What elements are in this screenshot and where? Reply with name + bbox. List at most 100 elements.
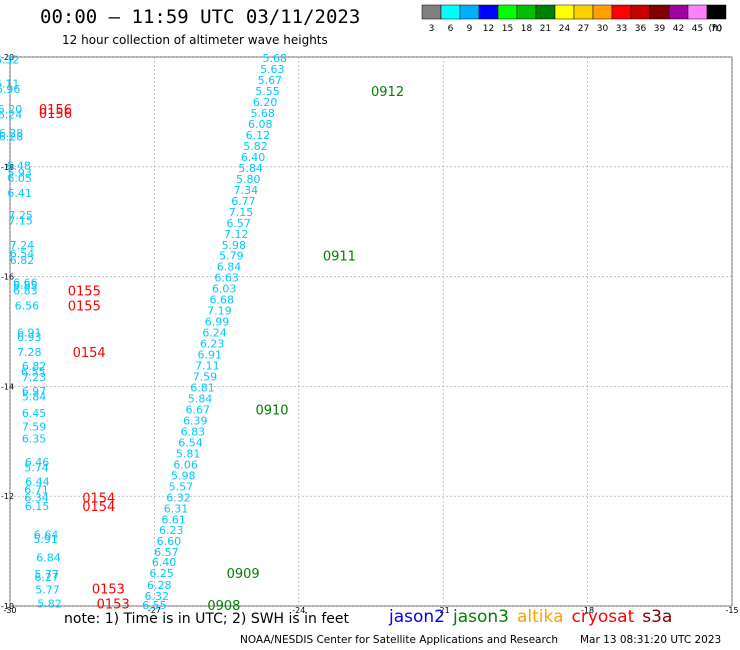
data-point-cryosat: 7.15 <box>8 215 33 228</box>
y-tick-label: -12 <box>1 492 14 501</box>
colorbar-swatch <box>535 4 556 20</box>
chart-grid <box>9 56 733 607</box>
data-point-jason3: 6.99 <box>205 316 230 329</box>
data-point-jason3: 6.12 <box>246 129 271 142</box>
data-point-jason3: 6.81 <box>190 381 215 394</box>
data-point-jason3: 6.57 <box>154 546 179 559</box>
colorbar-swatch <box>706 4 727 20</box>
data-point-jason3: 6.67 <box>185 403 210 416</box>
page-subtitle: 12 hour collection of altimeter wave hei… <box>62 33 328 47</box>
colorbar-label: 18 <box>521 24 533 34</box>
data-point-cryosat: 6.97 <box>22 385 47 398</box>
data-point-cryosat: 5.74 <box>24 462 49 475</box>
data-point-cryosat: 6.93 <box>17 331 42 344</box>
plot-frame <box>9 56 733 607</box>
colorbar-label: 70 <box>711 24 723 34</box>
colorbar-swatch <box>497 4 518 20</box>
pass-label-cryosat: 0154 <box>82 500 115 515</box>
colorbar-label: 6 <box>448 24 454 34</box>
colorbar-legend: 3 6 9 12 15 18 21 24 27 30 33 36 39 42 45 70(ft) <box>421 4 727 34</box>
data-points: 5.825.776.275.776.845.916.646.156.346.71… <box>0 52 287 612</box>
data-point-jason3: 6.84 <box>217 261 242 274</box>
data-point-cryosat: 6.84 <box>36 552 61 565</box>
data-point-jason3: 7.15 <box>229 206 254 219</box>
data-point-cryosat: 6.24 <box>0 109 22 122</box>
colorbar-swatch <box>649 4 670 20</box>
data-point-jason3: 7.12 <box>224 228 249 241</box>
data-point-cryosat: 6.15 <box>25 500 50 513</box>
data-point-jason3: 5.81 <box>176 447 201 460</box>
data-point-cryosat: 6.11 <box>0 77 19 90</box>
axis-ticks: -30 -27 -24 -21 -18 -15 -10 -12 -14 -16 -18 -20 <box>1 53 739 615</box>
colorbar-label: 33 <box>616 24 627 34</box>
data-point-cryosat: 6.28 <box>0 131 23 144</box>
data-point-cryosat: 6.82 <box>10 254 35 267</box>
data-point-jason3: 5.82 <box>243 140 268 153</box>
pass-label-jason3: 0910 <box>255 403 288 418</box>
data-point-cryosat: 6.55 <box>21 366 46 379</box>
x-tick-label: -18 <box>581 606 594 615</box>
data-point-jason3: 5.57 <box>169 480 194 493</box>
data-point-cryosat: 6.64 <box>34 529 59 542</box>
data-point-cryosat: 6.05 <box>7 172 32 185</box>
data-point-jason3: 6.32 <box>166 491 191 504</box>
pass-label-jason3: 0908 <box>207 599 240 614</box>
colorbar-swatch <box>440 4 461 20</box>
data-point-jason3: 6.54 <box>178 436 203 449</box>
data-point-cryosat: 6.44 <box>25 475 50 488</box>
data-point-cryosat: 6.96 <box>0 83 20 96</box>
colorbar-swatch <box>687 4 708 20</box>
data-point-cryosat: 7.24 <box>10 239 35 252</box>
data-point-jason3: 6.63 <box>214 272 239 285</box>
colorbar-swatch <box>554 4 575 20</box>
pass-labels: 0153015301540154015401550155015601560908… <box>39 85 404 614</box>
page-title: 00:00 – 11:59 UTC 03/11/2023 <box>40 6 361 28</box>
data-point-jason3: 6.55 <box>142 599 167 612</box>
colorbar-label: 45 <box>692 24 703 34</box>
colorbar-swatch <box>592 4 613 20</box>
data-point-jason3: 6.03 <box>212 283 237 296</box>
data-point-jason3: 6.25 <box>149 567 174 580</box>
colorbar-unit: (ft) <box>708 24 722 34</box>
data-point-jason3: 5.79 <box>219 250 244 263</box>
data-point-jason3: 5.98 <box>222 239 247 252</box>
pass-label-cryosat: 0155 <box>68 284 101 299</box>
data-point-jason3: 6.57 <box>226 217 251 230</box>
pass-label-cryosat: 0156 <box>39 107 72 122</box>
data-point-jason3: 6.31 <box>164 502 189 515</box>
data-point-cryosat: 6.20 <box>0 103 22 116</box>
data-point-cryosat: 7.25 <box>8 209 33 222</box>
data-point-jason3: 5.80 <box>236 173 261 186</box>
colorbar-swatch <box>668 4 689 20</box>
x-tick-label: -24 <box>292 606 305 615</box>
pass-label-cryosat: 0153 <box>92 582 125 597</box>
x-tick-label: -21 <box>437 606 450 615</box>
data-point-cryosat: 7.59 <box>22 420 47 433</box>
legend-jason2: jason2 <box>389 607 445 627</box>
data-point-jason3: 6.68 <box>210 294 235 307</box>
data-point-jason3: 6.32 <box>145 590 170 603</box>
colorbar-swatch <box>516 4 537 20</box>
pass-label-cryosat: 0153 <box>97 597 130 612</box>
y-tick-label: -18 <box>1 163 14 172</box>
data-point-jason3: 5.55 <box>255 85 280 98</box>
data-point-cryosat: 6.83 <box>13 284 38 297</box>
data-point-cryosat: 5.93 <box>7 166 32 179</box>
data-point-cryosat: 6.46 <box>25 456 50 469</box>
data-point-cryosat: 6.66 <box>13 277 38 290</box>
note-text: note: 1) Time is in UTC; 2) SWH is in fe… <box>64 611 350 627</box>
pass-label-jason3: 0911 <box>323 250 356 265</box>
pass-label-cryosat: 0156 <box>39 103 72 118</box>
colorbar-label: 3 <box>429 24 435 34</box>
colorbar-swatch <box>611 4 632 20</box>
colorbar-label: 24 <box>559 24 571 34</box>
data-point-cryosat: 5.77 <box>34 568 59 581</box>
colorbar-label: 42 <box>673 24 684 34</box>
data-point-cryosat: 6.45 <box>22 407 47 420</box>
legend-s3a: s3a <box>642 607 673 627</box>
legend-cryosat: cryosat <box>571 607 635 627</box>
colorbar-label: 9 <box>467 24 473 34</box>
data-point-jason3: 6.20 <box>253 96 278 109</box>
legend-jason3: jason3 <box>453 607 509 627</box>
credit-timestamp: Mar 13 08:31:20 UTC 2023 <box>580 634 722 646</box>
